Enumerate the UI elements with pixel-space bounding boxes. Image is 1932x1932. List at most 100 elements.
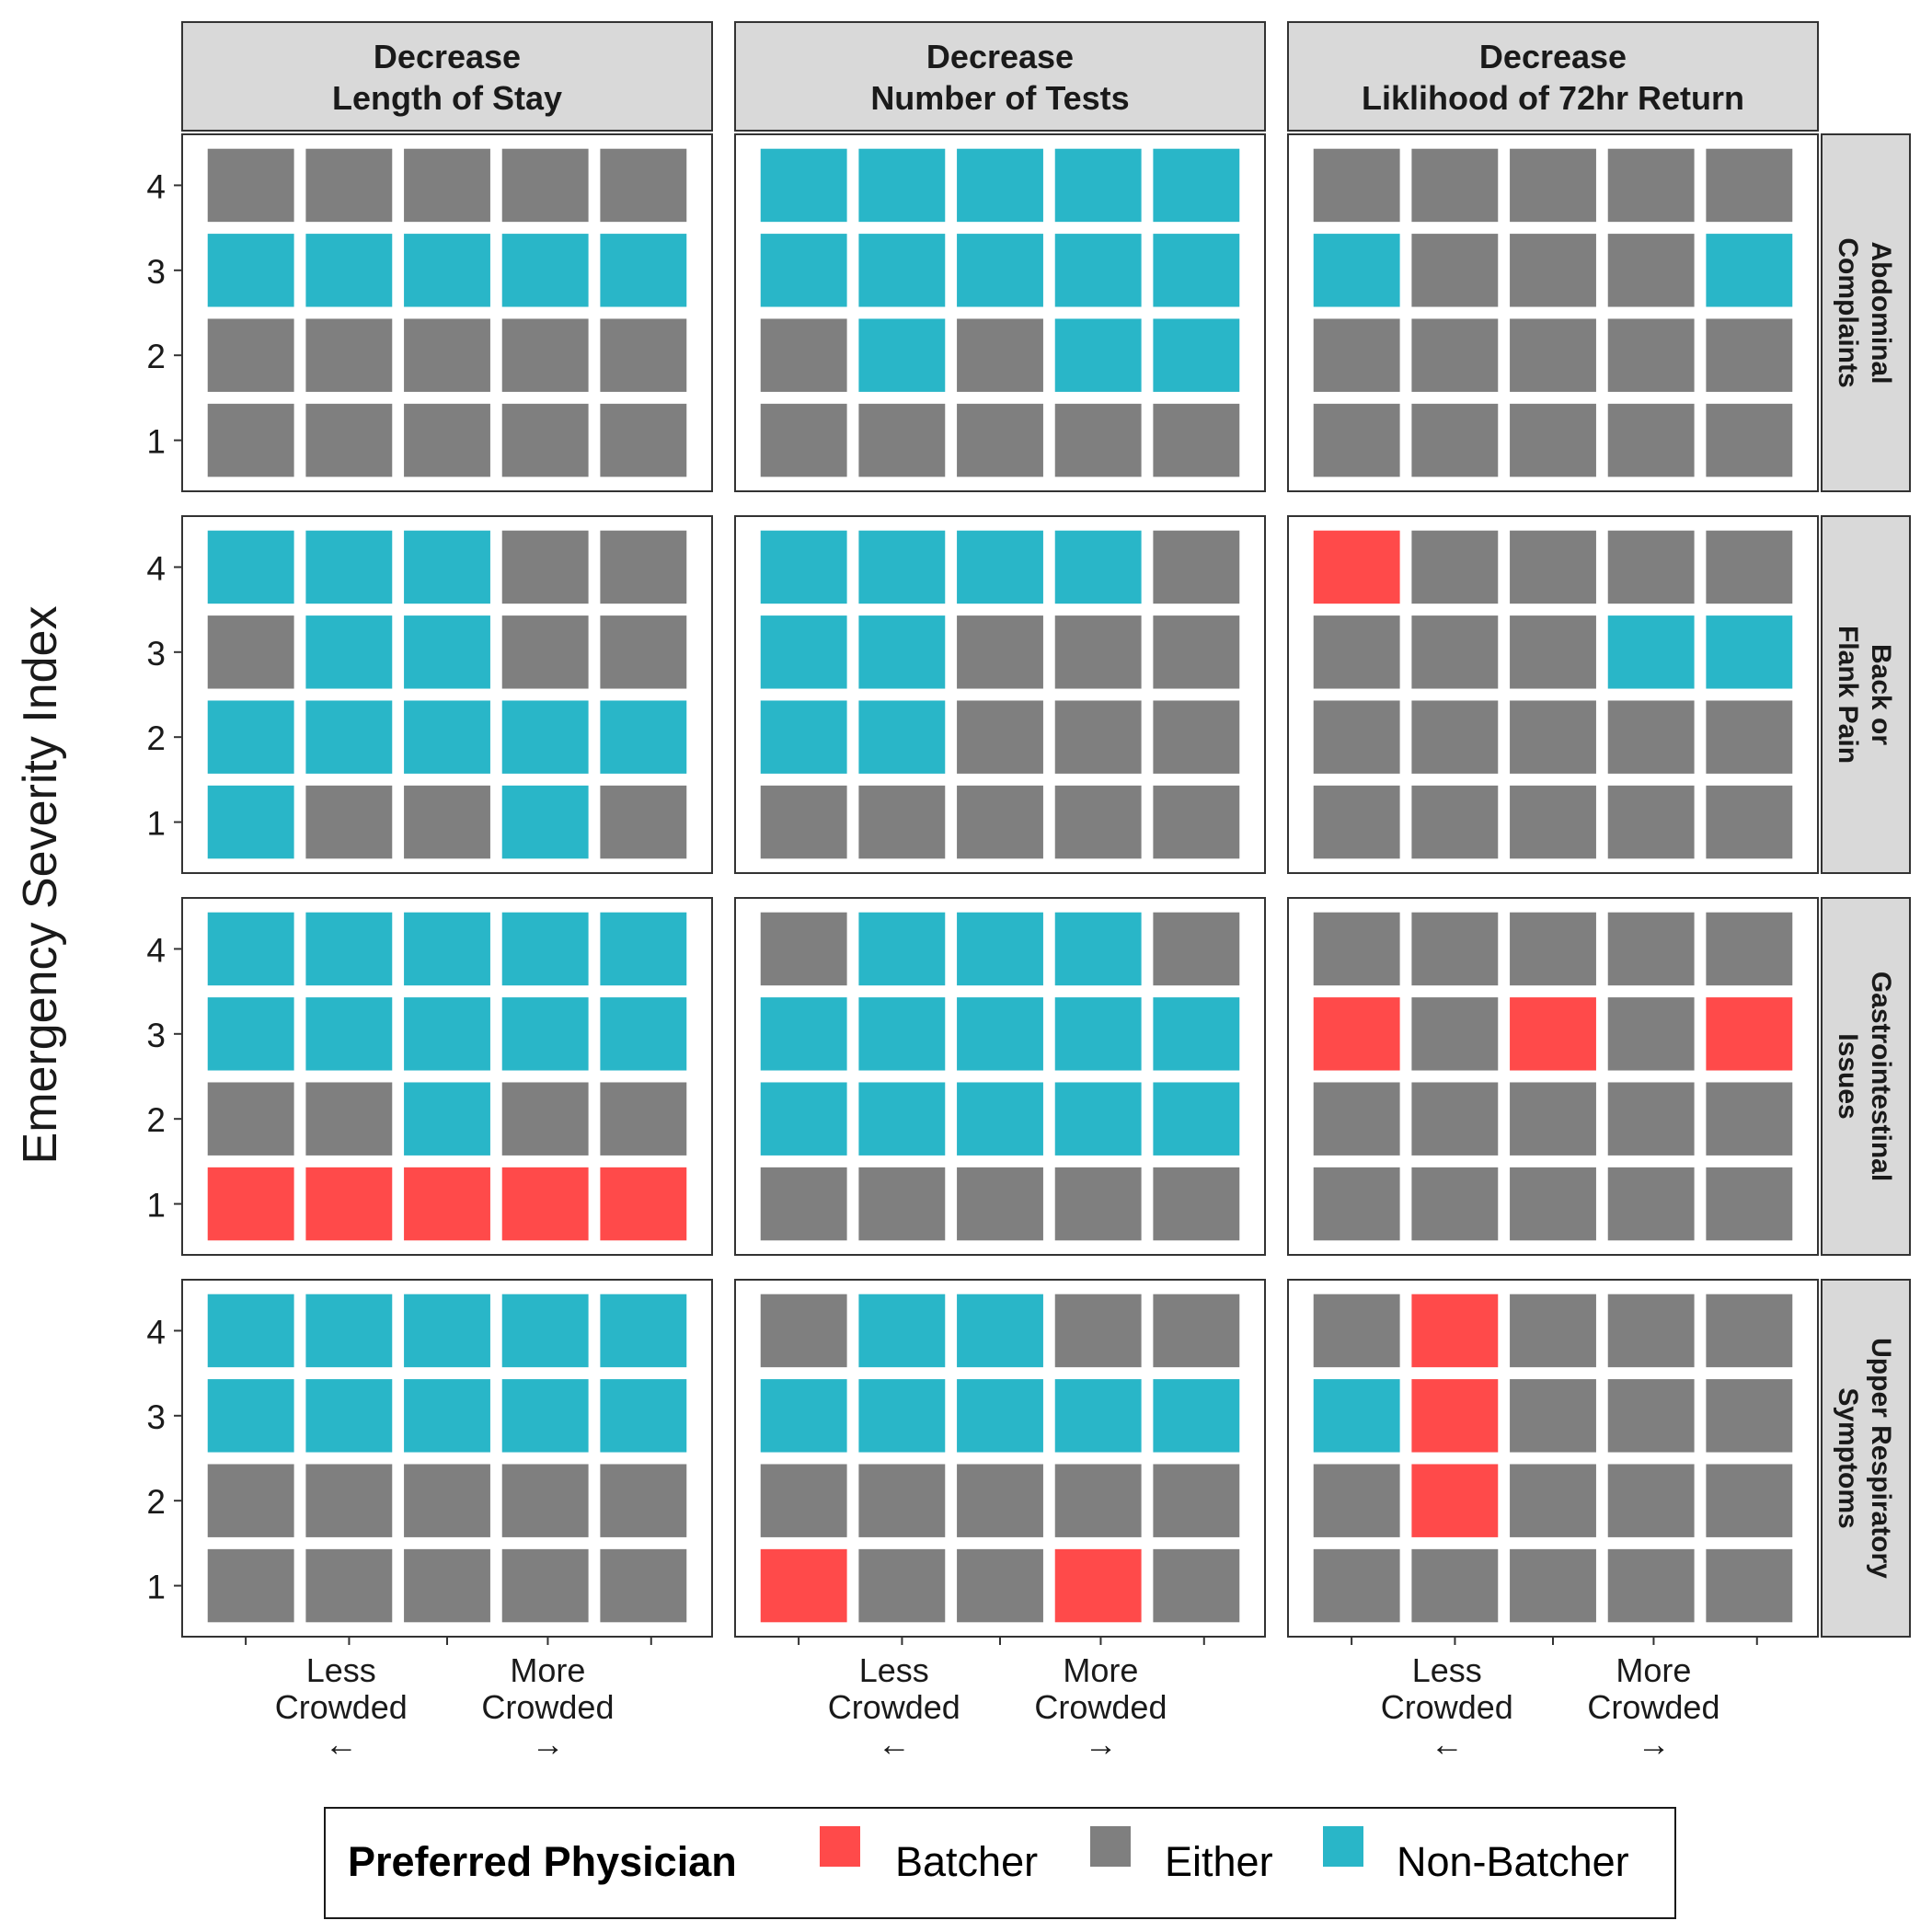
heat-cell [1706, 1294, 1793, 1368]
column-strip [181, 21, 713, 132]
heat-cell [1054, 403, 1142, 477]
heat-cell [1510, 403, 1596, 477]
y-tick-label: 3 [146, 1017, 166, 1054]
heat-cell [858, 1548, 946, 1623]
heat-cell [858, 1294, 946, 1368]
row-strip-label: AbdominalComplaints [1833, 237, 1896, 387]
column-strip-label: Decrease Liklihood of 72hr Return [1362, 38, 1744, 117]
heat-cell [1054, 318, 1142, 392]
heat-cell [1510, 530, 1596, 604]
heat-cell [858, 700, 946, 774]
y-tick-label: 4 [146, 1313, 166, 1351]
heat-cell [1313, 1294, 1400, 1368]
heat-cell [1706, 148, 1793, 223]
heat-cell [1153, 1548, 1240, 1623]
heat-cell [600, 530, 687, 604]
heat-cell [1054, 700, 1142, 774]
heat-cell [957, 530, 1043, 604]
heat-cell [305, 530, 393, 604]
heat-cell [1054, 1167, 1142, 1241]
heat-cell [1706, 912, 1793, 986]
heat-cell [760, 912, 847, 986]
heat-cell [1313, 912, 1400, 986]
heat-cell [1510, 1294, 1596, 1368]
legend-items: Batcher Either Non-Batcher [820, 1826, 1629, 1885]
heat-cell [1054, 1464, 1142, 1537]
heat-cell [957, 1379, 1043, 1453]
heat-cell [305, 1464, 393, 1537]
strips-layer: Decrease Length of Stay Decrease Number of … [181, 21, 1911, 1638]
heat-cell [1153, 1379, 1240, 1453]
heat-cell [1153, 234, 1240, 307]
heat-cell [1706, 1082, 1793, 1156]
heat-cell [1054, 234, 1142, 307]
heat-cell [1054, 530, 1142, 604]
heat-cell [207, 234, 294, 307]
heat-cell [1153, 1294, 1240, 1368]
heat-cell [305, 615, 393, 689]
heat-cell [501, 615, 589, 689]
heat-cell [1313, 1464, 1400, 1537]
heat-cell [305, 403, 393, 477]
panel-r3-c3 [1287, 897, 1819, 1256]
heat-cell [404, 318, 490, 392]
heat-cell [305, 1548, 393, 1623]
heat-cell [1313, 403, 1400, 477]
x-tick-label: More Crowded → [1587, 1651, 1719, 1763]
heat-cell [858, 615, 946, 689]
row-strip-label: Back orFlank Pain [1833, 626, 1896, 764]
heat-cell [600, 403, 687, 477]
heat-cell [957, 403, 1043, 477]
heat-cell [1607, 615, 1695, 689]
heat-cell [1411, 785, 1499, 859]
heat-cell [1510, 1548, 1596, 1623]
heat-cell [501, 785, 589, 859]
legend-title: Preferred Physician [348, 1838, 737, 1885]
heat-cell [1706, 530, 1793, 604]
heat-cell [1510, 234, 1596, 307]
heat-cell [760, 1294, 847, 1368]
heat-cell [1607, 1464, 1695, 1537]
heat-cell [1411, 1464, 1499, 1537]
heat-cell [1313, 615, 1400, 689]
heat-cell [1313, 1082, 1400, 1156]
heat-cell [404, 403, 490, 477]
heat-cell [207, 318, 294, 392]
heat-cell [305, 785, 393, 859]
heat-cell [1607, 234, 1695, 307]
heat-cell [760, 318, 847, 392]
heat-cell [858, 997, 946, 1071]
heat-cell [1706, 997, 1793, 1071]
heat-cell [404, 615, 490, 689]
heat-cell [1510, 700, 1596, 774]
heat-cell [957, 912, 1043, 986]
heat-cell [957, 997, 1043, 1071]
panel-r4-c1 [181, 1279, 713, 1638]
heat-cell [1607, 530, 1695, 604]
heat-cell [957, 1548, 1043, 1623]
heat-cell [1153, 1167, 1240, 1241]
heat-cell [600, 615, 687, 689]
heat-cell [1706, 700, 1793, 774]
heat-cell [501, 700, 589, 774]
heat-cell [1510, 912, 1596, 986]
heat-cell [305, 997, 393, 1071]
legend-key-either [1090, 1826, 1131, 1867]
heat-cell [207, 148, 294, 223]
heat-cell [1411, 615, 1499, 689]
heat-cell [1313, 530, 1400, 604]
panel-r1-c3 [1287, 133, 1819, 492]
heat-cell [207, 785, 294, 859]
y-tick-label: 1 [146, 805, 166, 843]
heat-cell [501, 1379, 589, 1453]
heat-cell [858, 1464, 946, 1537]
heat-cell [1054, 997, 1142, 1071]
heat-cell [858, 1167, 946, 1241]
heat-cell [1313, 318, 1400, 392]
heat-cell [1054, 1548, 1142, 1623]
row-strip [1821, 897, 1911, 1256]
heat-cell [501, 148, 589, 223]
heat-cell [858, 403, 946, 477]
heat-cell [760, 1167, 847, 1241]
heat-cell [1054, 615, 1142, 689]
